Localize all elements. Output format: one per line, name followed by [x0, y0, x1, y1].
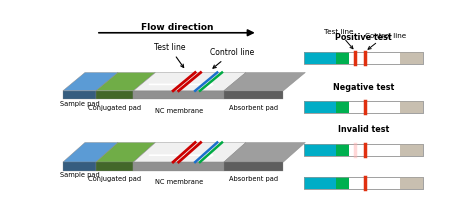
Text: Absorbent pad: Absorbent pad [229, 176, 278, 182]
Bar [303, 101, 336, 114]
Polygon shape [96, 142, 155, 162]
Polygon shape [224, 162, 283, 171]
Text: Flow direction: Flow direction [141, 23, 213, 32]
Polygon shape [134, 142, 246, 162]
Polygon shape [63, 72, 118, 91]
Polygon shape [63, 142, 118, 162]
Bar [303, 52, 336, 64]
Bar [336, 144, 349, 156]
Polygon shape [224, 142, 305, 162]
Polygon shape [134, 91, 224, 99]
Polygon shape [134, 162, 224, 171]
Bar [303, 144, 423, 156]
Text: Test line: Test line [154, 43, 185, 68]
Polygon shape [96, 72, 155, 91]
Polygon shape [63, 162, 96, 171]
Bar [303, 52, 423, 64]
Text: Negative test: Negative test [333, 83, 394, 92]
Bar [303, 101, 423, 114]
Text: Invalid test: Invalid test [337, 125, 389, 134]
Polygon shape [63, 91, 96, 99]
Text: NC membrane: NC membrane [155, 108, 203, 114]
Text: Control line: Control line [210, 48, 254, 68]
Text: Conjugated pad: Conjugated pad [88, 176, 141, 182]
Bar [303, 144, 336, 156]
Bar [400, 144, 423, 156]
Polygon shape [63, 162, 283, 171]
Text: Sample pad: Sample pad [60, 101, 100, 107]
Text: Positive test: Positive test [335, 33, 392, 42]
Bar [303, 144, 423, 156]
Text: Conjugated pad: Conjugated pad [88, 105, 141, 111]
Text: Control line: Control line [365, 33, 406, 49]
Polygon shape [96, 91, 134, 99]
Polygon shape [224, 72, 305, 91]
Text: Absorbent pad: Absorbent pad [229, 105, 278, 111]
Bar [303, 52, 423, 64]
Bar [336, 177, 349, 189]
Text: NC membrane: NC membrane [155, 179, 203, 185]
Polygon shape [224, 91, 283, 99]
Text: Test line: Test line [324, 29, 354, 49]
Bar [400, 52, 423, 64]
Text: Sample pad: Sample pad [60, 172, 100, 178]
Bar [303, 177, 423, 189]
Bar [303, 177, 423, 189]
Bar [400, 101, 423, 114]
Bar [336, 52, 349, 64]
Bar [303, 101, 423, 114]
Bar [303, 177, 336, 189]
Bar [400, 177, 423, 189]
Bar [336, 101, 349, 114]
Polygon shape [134, 72, 246, 91]
Polygon shape [96, 162, 134, 171]
Polygon shape [63, 91, 283, 99]
